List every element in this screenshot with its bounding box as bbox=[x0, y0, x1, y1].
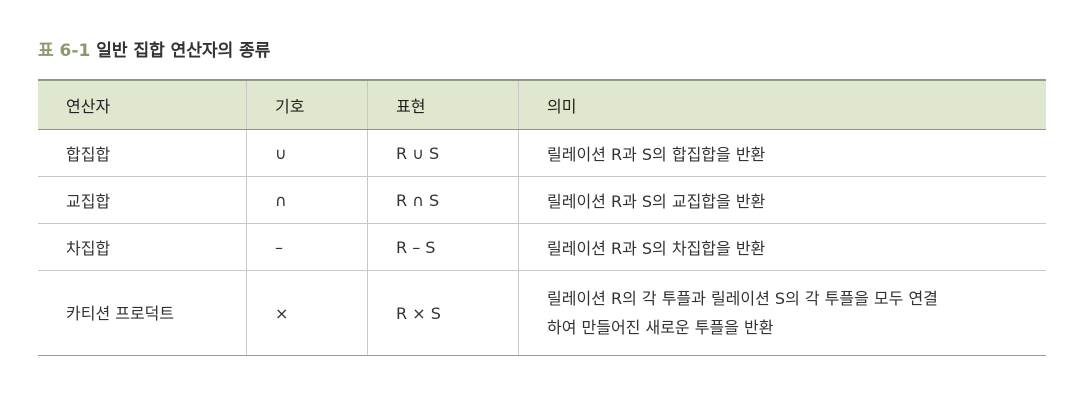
meaning-cell: 릴레이션 R과 S의 합집합을 반환 bbox=[518, 129, 1046, 177]
operator-cell: 합집합 bbox=[38, 129, 247, 177]
meaning-line-2: 하여 만들어진 새로운 투플을 반환 bbox=[547, 318, 774, 337]
expression-cell: R ∪ S bbox=[367, 129, 519, 177]
operator-cell: 차집합 bbox=[38, 223, 247, 271]
expression-cell: R – S bbox=[367, 223, 519, 271]
meaning-line-1: 릴레이션 R의 각 투플과 릴레이션 S의 각 투플을 모두 연결 bbox=[547, 289, 938, 308]
operator-cell: 카티션 프로덕트 bbox=[38, 270, 247, 356]
table-number: 표 6-1 bbox=[38, 41, 91, 61]
header-symbol: 기호 bbox=[246, 79, 368, 130]
expression-cell: R × S bbox=[367, 270, 519, 356]
table-title: 일반 집합 연산자의 종류 bbox=[96, 41, 271, 61]
header-meaning: 의미 bbox=[518, 79, 1046, 130]
table-row: 교집합 ∩ R ∩ S 릴레이션 R과 S의 교집합을 반환 bbox=[38, 176, 1046, 224]
meaning-cell: 릴레이션 R과 S의 차집합을 반환 bbox=[518, 223, 1046, 271]
symbol-cell: – bbox=[246, 223, 368, 271]
table-row: 차집합 – R – S 릴레이션 R과 S의 차집합을 반환 bbox=[38, 223, 1046, 271]
operator-cell: 교집합 bbox=[38, 176, 247, 224]
header-operator: 연산자 bbox=[38, 79, 247, 130]
table-header-row: 연산자 기호 표현 의미 bbox=[38, 79, 1046, 130]
expression-cell: R ∩ S bbox=[367, 176, 519, 224]
table-caption: 표 6-1 일반 집합 연산자의 종류 bbox=[38, 36, 270, 61]
table-row: 카티션 프로덕트 × R × S 릴레이션 R의 각 투플과 릴레이션 S의 각… bbox=[38, 270, 1046, 356]
symbol-cell: × bbox=[246, 270, 368, 356]
set-operators-table: 연산자 기호 표현 의미 합집합 ∪ R ∪ S 릴레이션 R과 S의 합집합을… bbox=[38, 79, 1046, 356]
symbol-cell: ∩ bbox=[246, 176, 368, 224]
table-row: 합집합 ∪ R ∪ S 릴레이션 R과 S의 합집합을 반환 bbox=[38, 129, 1046, 177]
meaning-cell: 릴레이션 R과 S의 교집합을 반환 bbox=[518, 176, 1046, 224]
symbol-cell: ∪ bbox=[246, 129, 368, 177]
header-expression: 표현 bbox=[367, 79, 519, 130]
